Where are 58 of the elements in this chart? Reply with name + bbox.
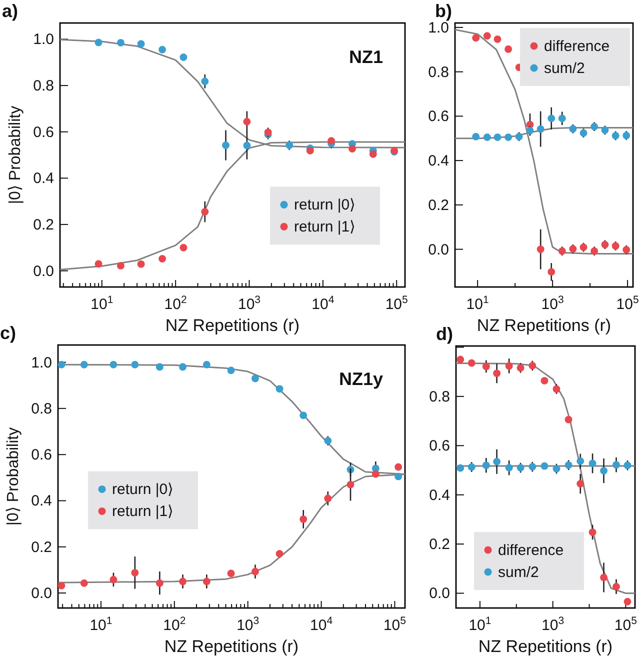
y-tick-label: 0.6: [33, 124, 54, 141]
y-axis-title: |0⟩ Probability: [7, 106, 24, 204]
x-tick-label: 10$^{4}$: [310, 615, 333, 634]
legend-label: return |1⟩: [294, 218, 356, 236]
y-tick-label: 0.4: [428, 152, 449, 170]
x-axis-title: NZ Repetitions (r): [165, 316, 300, 335]
y-tick-label: 0.2: [429, 536, 450, 554]
y-tick-label: 0.4: [31, 492, 52, 510]
x-tick-label: 10$^{3}$: [238, 294, 261, 313]
y-tick-label: 0.8: [428, 64, 449, 81]
annotation: NZ1: [348, 47, 383, 67]
y-tick-label: 0.6: [428, 108, 449, 126]
text: d): [436, 324, 453, 344]
y-tick-label: 0.0: [429, 585, 450, 602]
x-tick-label: 10$^{5}$: [385, 294, 408, 313]
x-tick-label: 10$^{2}$: [164, 294, 187, 313]
y-tick-label: 0.4: [429, 486, 450, 504]
legend-label: return |0⟩: [112, 481, 174, 498]
x-tick-label: 10$^{1}$: [90, 615, 112, 634]
text: b): [435, 1, 452, 21]
x-tick-label: 10$^{5}$: [616, 294, 639, 313]
x-tick-label: 10$^{3}$: [236, 615, 260, 634]
legend-label: difference: [498, 542, 564, 559]
legend-label: difference: [544, 38, 610, 55]
y-tick-label: 1.0: [31, 354, 52, 372]
legend-label: return |0⟩: [294, 196, 356, 214]
x-tick-label: 10$^{1}$: [90, 294, 114, 313]
x-tick-label: 10$^{1}$: [468, 615, 492, 634]
legend-label: sum/2: [498, 564, 539, 581]
legend-label: return |1⟩: [112, 503, 174, 520]
y-tick-label: 0.6: [429, 438, 450, 455]
y-tick-label: 0.0: [428, 241, 449, 258]
y-tick-label: 0.6: [31, 446, 52, 464]
text: a): [2, 1, 18, 21]
x-tick-label: 10$^{3}$: [542, 615, 564, 634]
y-tick-label: 0.0: [33, 262, 54, 280]
text: c): [0, 323, 16, 343]
y-tick-label: 0.0: [31, 585, 52, 602]
y-tick-label: 0.4: [33, 170, 54, 188]
x-tick-label: 10$^{2}$: [163, 615, 186, 634]
x-tick-label: 10$^{1}$: [466, 294, 489, 313]
y-tick-label: 0.2: [33, 216, 54, 234]
x-axis-title: NZ Repetitions (r): [478, 637, 613, 656]
y-tick-label: 0.8: [429, 388, 450, 406]
annotation: NZ1y: [338, 369, 383, 389]
x-tick-label: 10$^{3}$: [541, 294, 564, 313]
y-axis-title: |0⟩ Probability: [5, 427, 22, 526]
y-tick-label: 0.8: [33, 78, 54, 95]
x-axis-title: NZ Repetitions (r): [164, 637, 299, 656]
y-tick-label: 0.2: [31, 538, 52, 556]
y-tick-label: 1.0: [33, 31, 54, 48]
y-tick-label: 0.2: [428, 196, 449, 214]
x-tick-label: 10$^{5}$: [614, 615, 638, 634]
x-axis-title: NZ Repetitions (r): [476, 316, 612, 335]
x-tick-label: 10$^{5}$: [383, 615, 406, 634]
x-tick-label: 10$^{4}$: [312, 294, 334, 313]
legend-label: sum/2: [544, 60, 585, 77]
y-tick-label: 0.8: [31, 400, 52, 418]
